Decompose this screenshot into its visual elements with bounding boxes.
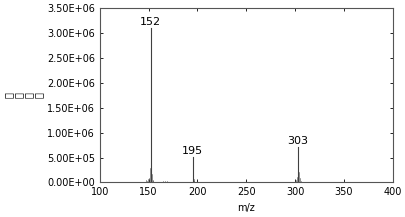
Text: 303: 303 bbox=[287, 136, 308, 146]
Y-axis label: 离
子
强
度: 离 子 强 度 bbox=[4, 92, 44, 98]
X-axis label: m/z: m/z bbox=[237, 203, 254, 213]
Text: 195: 195 bbox=[181, 146, 202, 156]
Text: 152: 152 bbox=[140, 17, 161, 27]
